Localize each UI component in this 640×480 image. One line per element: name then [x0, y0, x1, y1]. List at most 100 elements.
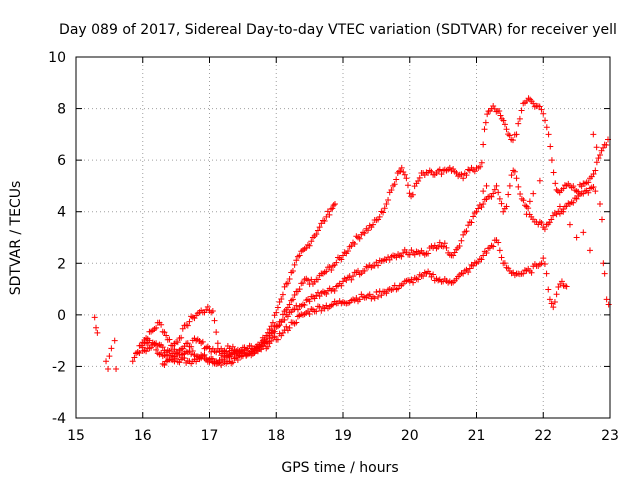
data-point-marker — [306, 242, 313, 249]
data-point-marker — [361, 230, 368, 237]
data-point-marker — [540, 255, 547, 262]
data-point-marker — [204, 303, 211, 310]
data-point-marker — [159, 344, 166, 351]
data-point-marker — [223, 348, 230, 355]
x-tick-label: 15 — [67, 428, 85, 444]
data-point-marker — [216, 348, 223, 355]
data-point-marker — [540, 110, 547, 117]
data-point-marker — [548, 157, 555, 164]
data-point-marker — [480, 252, 487, 259]
data-point-marker — [94, 329, 101, 336]
data-point-marker — [570, 199, 577, 206]
data-point-marker — [376, 213, 383, 220]
data-point-marker — [496, 247, 503, 254]
data-point-marker — [293, 302, 300, 309]
data-point-marker — [453, 170, 460, 177]
data-point-marker — [515, 120, 522, 127]
data-point-marker — [264, 343, 271, 350]
data-point-marker — [356, 235, 363, 242]
data-point-marker — [470, 213, 477, 220]
data-point-marker — [327, 206, 334, 213]
data-point-marker — [293, 257, 300, 264]
data-point-marker — [234, 357, 241, 364]
data-point-marker — [184, 322, 191, 329]
data-point-marker — [321, 217, 328, 224]
data-point-marker — [209, 355, 216, 362]
data-point-marker — [291, 306, 298, 313]
y-tick-label: -2 — [52, 359, 66, 375]
data-point-marker — [458, 171, 465, 178]
data-point-marker — [291, 261, 298, 268]
data-point-marker — [605, 301, 612, 308]
data-point-marker — [542, 117, 549, 124]
data-point-marker — [406, 190, 413, 197]
data-point-marker — [590, 184, 597, 191]
data-point-marker — [570, 183, 577, 190]
data-point-marker — [463, 172, 470, 179]
data-point-marker — [213, 329, 220, 336]
data-point-marker — [211, 317, 218, 324]
data-point-marker — [416, 174, 423, 181]
data-point-marker — [351, 241, 358, 248]
grid — [76, 57, 610, 418]
data-point-marker — [218, 362, 225, 369]
data-point-marker — [308, 276, 315, 283]
data-point-marker — [163, 332, 170, 339]
data-point-marker — [254, 347, 261, 354]
data-point-marker — [538, 219, 545, 226]
data-point-marker — [543, 124, 550, 131]
data-point-marker — [391, 181, 398, 188]
data-point-marker — [284, 304, 291, 311]
data-point-marker — [592, 188, 599, 195]
data-point-marker — [329, 205, 336, 212]
data-point-marker — [326, 211, 333, 218]
data-point-marker — [495, 189, 502, 196]
y-tick-label: -4 — [52, 411, 66, 427]
data-point-marker — [131, 354, 138, 361]
data-point-marker — [603, 296, 610, 303]
data-point-marker — [478, 159, 485, 166]
data-point-marker — [595, 155, 602, 162]
x-tick-label: 19 — [334, 428, 352, 444]
data-point-marker — [438, 171, 445, 178]
data-point-marker — [171, 346, 178, 353]
data-point-marker — [355, 267, 362, 274]
data-point-marker — [430, 271, 437, 278]
data-point-marker — [541, 260, 548, 267]
data-point-marker — [541, 226, 548, 233]
data-point-marker — [436, 239, 443, 246]
data-point-marker — [313, 231, 320, 238]
data-point-marker — [475, 205, 482, 212]
data-point-marker — [373, 259, 380, 266]
data-point-marker — [381, 205, 388, 212]
data-point-marker — [600, 144, 607, 151]
data-point-marker — [515, 183, 522, 190]
data-point-marker — [161, 329, 168, 336]
data-point-marker — [481, 126, 488, 133]
data-point-marker — [208, 348, 215, 355]
data-point-marker — [425, 250, 432, 257]
data-point-marker — [590, 131, 597, 138]
data-markers — [91, 95, 612, 373]
data-point-marker — [443, 244, 450, 251]
y-tick-label: 8 — [57, 102, 66, 118]
data-point-marker — [166, 336, 173, 343]
data-point-marker — [522, 202, 529, 209]
data-point-marker — [415, 276, 422, 283]
data-point-marker — [299, 280, 306, 287]
data-point-marker — [188, 351, 195, 358]
data-point-marker — [400, 249, 407, 256]
data-point-marker — [536, 103, 543, 110]
data-point-marker — [586, 247, 593, 254]
data-point-marker — [356, 296, 363, 303]
data-point-marker — [493, 182, 500, 189]
data-point-marker — [546, 296, 553, 303]
data-point-marker — [511, 168, 518, 175]
data-point-marker — [106, 353, 113, 360]
data-point-marker — [189, 348, 196, 355]
data-point-marker — [213, 349, 220, 356]
data-point-marker — [530, 100, 537, 107]
data-point-marker — [525, 205, 532, 212]
data-point-marker — [330, 202, 337, 209]
